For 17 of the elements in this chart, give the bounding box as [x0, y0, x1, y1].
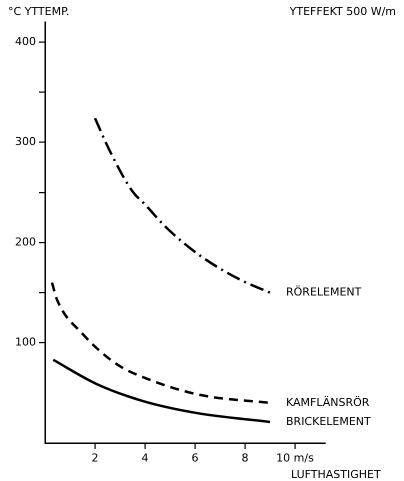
series-label: RÖRELEMENT: [286, 284, 362, 298]
text: YTEFFEKT 500 W/m: [288, 4, 396, 18]
line-series: [52, 358, 272, 424]
x-axis-title: LUFTHASTIGHET: [291, 468, 381, 481]
x-tick-label: 4: [142, 451, 148, 464]
x-tick-label: 8: [242, 451, 248, 464]
x-tick-label: 6: [192, 451, 198, 464]
y-tick-label: 400: [15, 34, 36, 48]
series-label: KAMFLÄNSRÖR: [286, 394, 370, 409]
y-tick-label: 300: [15, 135, 36, 148]
series-label: BRICKELEMENT: [286, 414, 372, 428]
line-series: [94, 116, 272, 294]
x-tick-label: 10 m/s: [276, 451, 314, 464]
y-axis-title: °C YTTEMP.: [8, 4, 70, 18]
y-tick-label: 100: [15, 336, 36, 349]
y-tick-label: 200: [15, 235, 36, 248]
x-tick-label: 2: [92, 451, 98, 464]
